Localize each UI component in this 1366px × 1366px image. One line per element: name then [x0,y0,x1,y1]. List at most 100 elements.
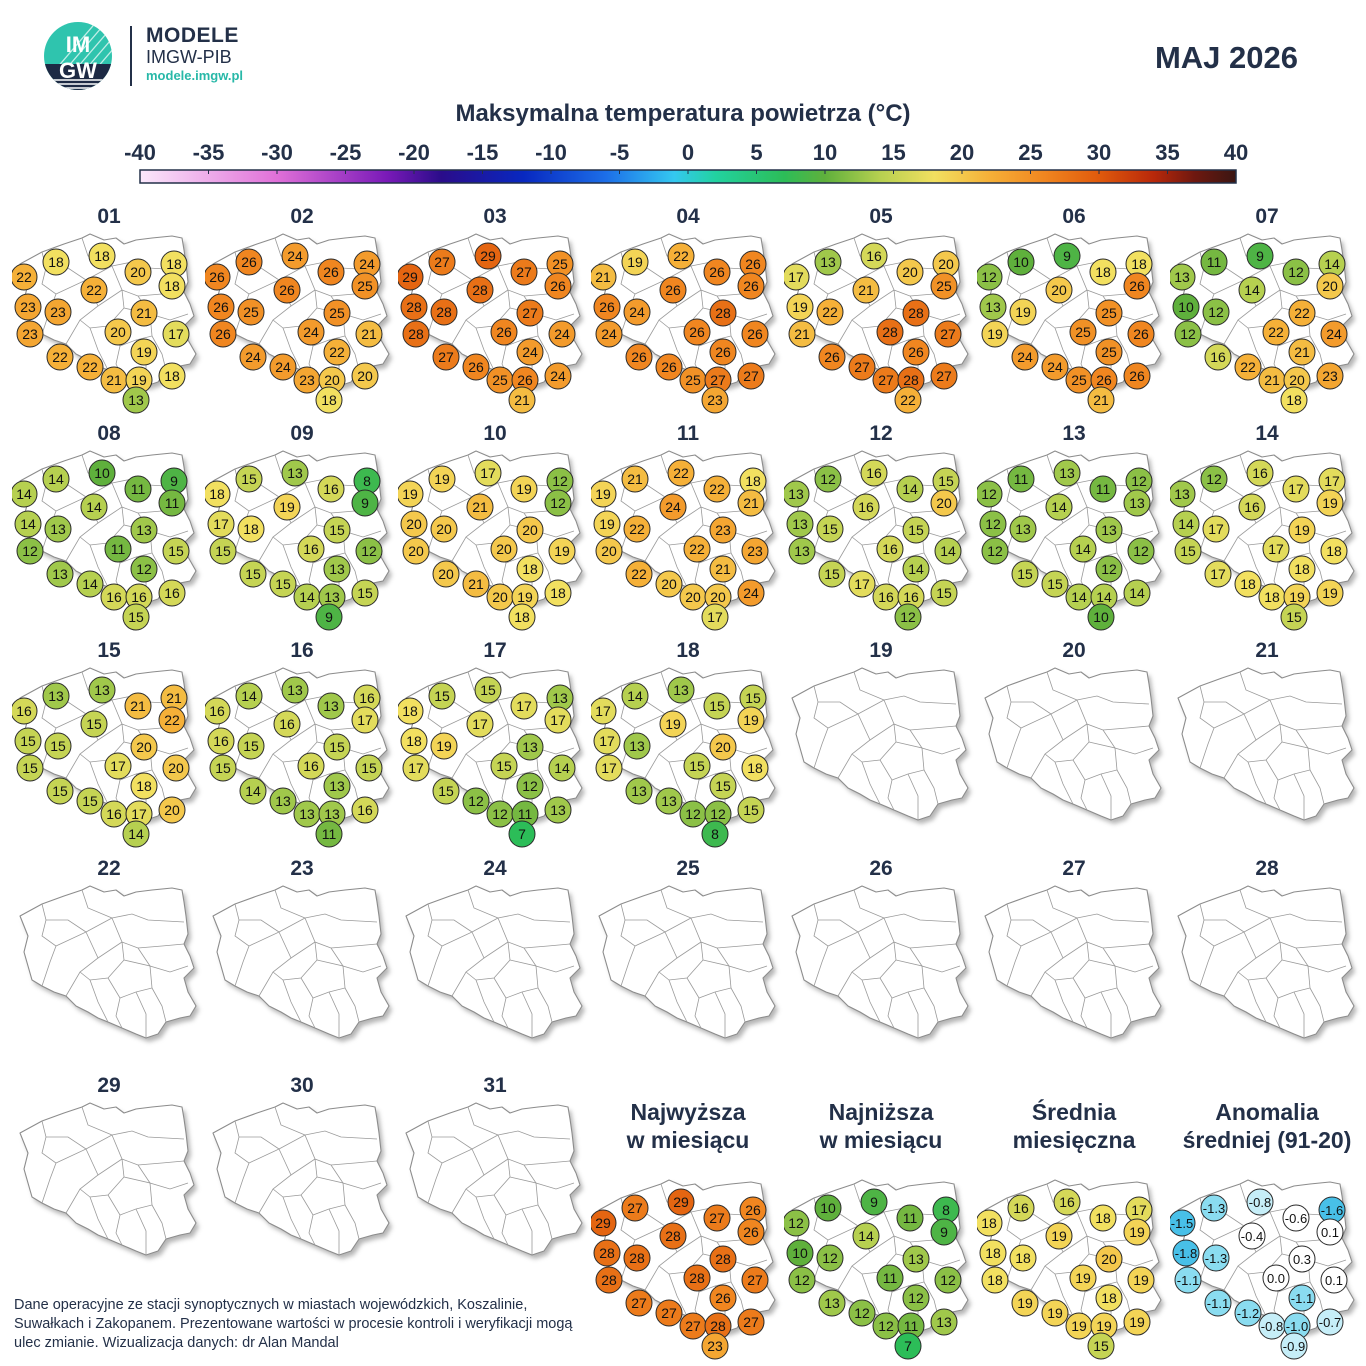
station-circle [490,535,518,563]
station-value: 24 [287,248,303,264]
station-marker: 28 [683,1264,711,1292]
station-circle [896,475,924,503]
station-circle [709,772,737,800]
station-circle [432,560,460,588]
station-circle [860,242,888,270]
day-tile-31: 31 [405,1074,585,1259]
voivodeship-border [1239,671,1271,701]
station-marker: 19 [511,583,539,611]
voivodeship-border [1247,327,1267,371]
colorbar-tick-label: 0 [682,140,694,165]
station-circle [860,459,888,487]
station-value: 13 [94,682,110,698]
summary-title-line1: Najniższa [829,1099,934,1125]
station-circle [1280,1332,1308,1360]
voivodeship-border [664,917,692,933]
station-value: 26 [824,349,840,365]
map-outline [405,1102,583,1256]
station-marker: 27 [621,1194,649,1222]
colorbar-tick-label: -10 [535,140,567,165]
colorbar-tick-label: 20 [950,140,974,165]
station-marker: -0.8 [1258,1312,1286,1340]
station-circle [1095,299,1123,327]
station-circle [818,1289,846,1317]
station-marker: 15 [76,787,104,815]
station-circle [1053,459,1081,487]
voivodeship-border [290,289,316,307]
station-marker: 19 [125,366,153,394]
station-value: 17 [110,758,126,774]
station-circle [737,1308,765,1336]
day-tile-23: 23 [212,857,392,1042]
station-circle [1246,459,1274,487]
station-circle [400,510,428,538]
colorbar-tick-label: 35 [1155,140,1179,165]
station-marker: 15 [739,684,767,712]
station-circle [297,318,325,346]
station-circle [737,706,765,734]
station-value: 16 [106,589,122,605]
station-marker: 26 [739,1196,767,1224]
station-circle [788,1266,816,1294]
station-circle [88,459,116,487]
voivodeship-border [81,889,113,919]
station-circle [659,1222,687,1250]
station-value: 18 [1264,589,1280,605]
station-value: 12 [522,778,538,794]
station-value: 19 [599,516,615,532]
voivodeship-border [467,1106,499,1136]
station-marker: 18 [158,272,186,300]
logo-divider [130,26,132,86]
station-marker: 24 [269,353,297,381]
station-marker: 18 [237,515,265,543]
station-circle [659,710,687,738]
station-marker: 19 [593,510,621,538]
station-value: 12 [900,609,916,625]
station-marker: 19 [548,537,576,565]
station-value: 11 [1096,481,1111,497]
day-label: 15 [97,639,121,662]
station-circle [162,320,190,348]
station-circle [474,242,502,270]
station-marker: 20 [158,796,186,824]
brand-url-link[interactable]: modele.imgw.pl [146,68,244,83]
station-value: 14 [82,576,98,592]
station-circle [816,1244,844,1272]
summary-title-line1: Anomalia [1215,1099,1319,1125]
day-label: 12 [869,422,892,445]
station-value: 20 [136,739,152,755]
station-value: 12 [1206,471,1222,487]
station-marker: 14 [621,682,649,710]
station-circle [1041,570,1069,598]
map-outline [598,885,776,1039]
station-circle [428,248,456,276]
station-circle [158,272,186,300]
station-value: 13 [48,688,64,704]
station-value: 17 [480,465,496,481]
station-value: 12 [794,1272,810,1288]
station-value: 20 [438,566,454,582]
station-circle [623,732,651,760]
station-circle [1316,362,1344,390]
station-value: 19 [434,471,450,487]
station-circle [12,697,38,725]
station-circle [814,1194,842,1222]
station-value: 13 [329,778,345,794]
station-marker: 18 [741,754,769,782]
voivodeship-border [861,544,881,588]
station-value: 13 [673,682,689,698]
station-value: 27 [434,254,450,270]
station-value: 10 [94,465,110,481]
station-marker: 26 [490,318,518,346]
station-circle [1053,242,1081,270]
station-marker: 26 [1123,362,1151,390]
station-circle [237,298,265,326]
station-circle [1095,1245,1123,1273]
station-value: 22 [16,269,32,285]
station-circle [591,263,617,291]
station-value: 26 [743,1224,759,1240]
voivodeship-border [330,1164,382,1190]
station-circle [1234,570,1262,598]
station-marker: 24 [239,343,267,371]
